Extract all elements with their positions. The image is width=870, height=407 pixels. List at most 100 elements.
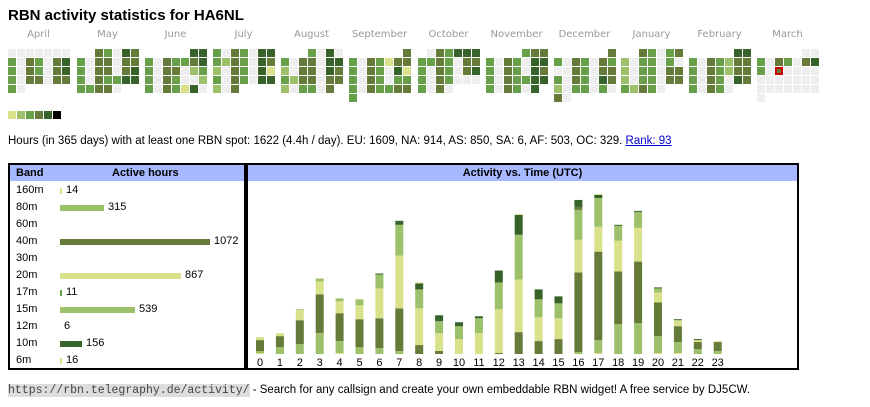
day-cell[interactable] bbox=[793, 67, 801, 75]
day-cell[interactable] bbox=[802, 49, 810, 57]
day-cell[interactable] bbox=[308, 49, 316, 57]
day-cell[interactable] bbox=[281, 76, 289, 84]
day-cell[interactable] bbox=[290, 58, 298, 66]
day-cell[interactable] bbox=[540, 49, 548, 57]
day-cell[interactable] bbox=[418, 67, 426, 75]
day-cell[interactable] bbox=[725, 58, 733, 66]
day-cell[interactable] bbox=[104, 67, 112, 75]
day-cell[interactable] bbox=[281, 58, 289, 66]
day-cell[interactable] bbox=[463, 67, 471, 75]
day-cell[interactable] bbox=[403, 58, 411, 66]
day-cell[interactable] bbox=[8, 85, 16, 93]
day-cell[interactable] bbox=[531, 67, 539, 75]
day-cell[interactable] bbox=[367, 67, 375, 75]
day-cell[interactable] bbox=[249, 58, 257, 66]
day-cell[interactable] bbox=[811, 85, 819, 93]
day-cell[interactable] bbox=[181, 58, 189, 66]
day-cell[interactable] bbox=[317, 58, 325, 66]
day-cell[interactable] bbox=[486, 67, 494, 75]
day-cell[interactable] bbox=[648, 49, 656, 57]
day-cell[interactable] bbox=[95, 58, 103, 66]
day-cell[interactable] bbox=[308, 76, 316, 84]
day-cell[interactable] bbox=[44, 67, 52, 75]
day-cell[interactable] bbox=[213, 49, 221, 57]
day-cell[interactable] bbox=[403, 67, 411, 75]
day-cell[interactable] bbox=[131, 49, 139, 57]
day-cell[interactable] bbox=[657, 67, 665, 75]
day-cell[interactable] bbox=[35, 58, 43, 66]
day-cell[interactable] bbox=[504, 67, 512, 75]
day-cell[interactable] bbox=[554, 67, 562, 75]
day-cell[interactable] bbox=[563, 58, 571, 66]
day-cell[interactable] bbox=[743, 67, 751, 75]
day-cell[interactable] bbox=[707, 85, 715, 93]
day-cell[interactable] bbox=[666, 67, 674, 75]
day-cell[interactable] bbox=[707, 67, 715, 75]
day-cell[interactable] bbox=[199, 58, 207, 66]
day-cell[interactable] bbox=[104, 49, 112, 57]
day-cell[interactable] bbox=[104, 85, 112, 93]
day-cell[interactable] bbox=[657, 85, 665, 93]
day-cell[interactable] bbox=[418, 58, 426, 66]
day-cell[interactable] bbox=[531, 85, 539, 93]
day-cell[interactable] bbox=[394, 76, 402, 84]
day-cell[interactable] bbox=[44, 58, 52, 66]
day-cell[interactable] bbox=[62, 67, 70, 75]
day-cell[interactable] bbox=[154, 58, 162, 66]
day-cell[interactable] bbox=[86, 67, 94, 75]
day-cell[interactable] bbox=[190, 49, 198, 57]
day-cell[interactable] bbox=[599, 58, 607, 66]
day-cell[interactable] bbox=[299, 58, 307, 66]
day-cell[interactable] bbox=[8, 49, 16, 57]
day-cell[interactable] bbox=[86, 58, 94, 66]
day-cell[interactable] bbox=[172, 58, 180, 66]
day-cell[interactable] bbox=[445, 67, 453, 75]
day-cell[interactable] bbox=[376, 58, 384, 66]
day-cell[interactable] bbox=[358, 76, 366, 84]
day-cell[interactable] bbox=[317, 67, 325, 75]
day-cell[interactable] bbox=[163, 76, 171, 84]
day-cell[interactable] bbox=[445, 58, 453, 66]
day-cell[interactable] bbox=[77, 58, 85, 66]
day-cell[interactable] bbox=[122, 58, 130, 66]
day-cell[interactable] bbox=[222, 49, 230, 57]
day-cell[interactable] bbox=[77, 76, 85, 84]
day-cell[interactable] bbox=[793, 76, 801, 84]
day-cell[interactable] bbox=[26, 49, 34, 57]
day-cell[interactable] bbox=[181, 85, 189, 93]
day-cell[interactable] bbox=[26, 58, 34, 66]
day-cell[interactable] bbox=[734, 49, 742, 57]
day-cell[interactable] bbox=[630, 58, 638, 66]
day-cell[interactable] bbox=[113, 76, 121, 84]
day-cell[interactable] bbox=[454, 49, 462, 57]
day-cell[interactable] bbox=[716, 67, 724, 75]
day-cell[interactable] bbox=[766, 85, 774, 93]
day-cell[interactable] bbox=[445, 76, 453, 84]
day-cell[interactable] bbox=[145, 67, 153, 75]
day-cell[interactable] bbox=[454, 67, 462, 75]
day-cell[interactable] bbox=[349, 76, 357, 84]
day-cell[interactable] bbox=[427, 67, 435, 75]
day-cell[interactable] bbox=[367, 58, 375, 66]
day-cell[interactable] bbox=[403, 49, 411, 57]
day-cell[interactable] bbox=[249, 67, 257, 75]
day-cell[interactable] bbox=[335, 67, 343, 75]
day-cell[interactable] bbox=[639, 58, 647, 66]
day-cell[interactable] bbox=[231, 76, 239, 84]
day-cell[interactable] bbox=[599, 67, 607, 75]
day-cell[interactable] bbox=[213, 58, 221, 66]
day-cell[interactable] bbox=[707, 76, 715, 84]
day-cell[interactable] bbox=[95, 85, 103, 93]
day-cell[interactable] bbox=[222, 76, 230, 84]
day-cell[interactable] bbox=[213, 85, 221, 93]
day-cell[interactable] bbox=[181, 76, 189, 84]
day-cell[interactable] bbox=[743, 76, 751, 84]
day-cell[interactable] bbox=[608, 58, 616, 66]
day-cell[interactable] bbox=[590, 58, 598, 66]
day-cell[interactable] bbox=[86, 85, 94, 93]
day-cell[interactable] bbox=[436, 49, 444, 57]
day-cell[interactable] bbox=[131, 58, 139, 66]
day-cell[interactable] bbox=[95, 67, 103, 75]
day-cell[interactable] bbox=[163, 85, 171, 93]
day-cell[interactable] bbox=[513, 85, 521, 93]
